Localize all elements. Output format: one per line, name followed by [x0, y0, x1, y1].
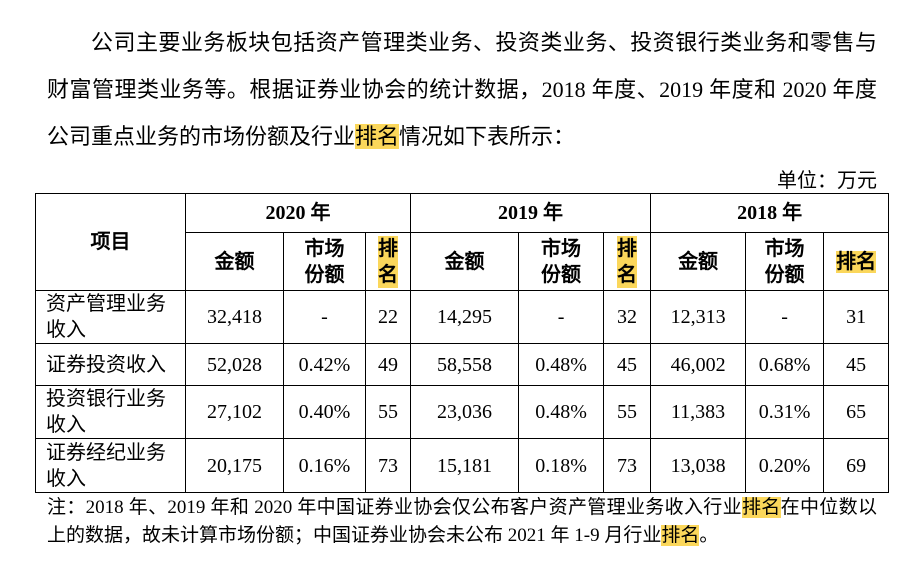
column-header: 市场份额	[745, 232, 825, 291]
unit-label: 单位：万元	[777, 170, 877, 192]
cell: 0.48%	[518, 343, 605, 386]
cell: 73	[364, 438, 412, 493]
text-run: 注：2018 年、2019 年和 2020 年中国证券业协会仅公布客户资产管理业…	[47, 497, 742, 518]
paragraph: 公司主要业务板块包括资产管理类业务、投资类业务、投资银行类业务和零售与财富管理类…	[47, 19, 877, 160]
highlight-text: 排名	[355, 124, 400, 149]
column-header-text: 排名	[378, 235, 399, 288]
row-label: 资产管理业务收入	[35, 290, 186, 344]
data-row: 证券经纪业务收入 20,175 0.16% 73 15,181 0.18% 73 13,038…	[35, 438, 890, 493]
cell: -	[745, 290, 825, 344]
text-run: 公司主要业务板块包括资产管理类业务、投资类业务、投资银行类业务和零售与财富管理类…	[47, 30, 877, 149]
cell: 0.18%	[518, 438, 605, 493]
header-row: 金额 市场份额 排名 金额 市场份额 排名 金额 市场份额 排名	[36, 232, 890, 291]
table-body: 资产管理业务收入 32,418-22 14,295-32 12,313-31 证券投资收…	[35, 290, 890, 493]
cell: 45	[823, 343, 890, 386]
cell: -	[283, 290, 366, 344]
highlight-text: 排名	[741, 497, 781, 518]
table-head: 项目 2020 年 2019 年 2018 年金额 市场份额 排名 金额 市场份额 排名 金额 市场…	[35, 193, 890, 291]
cell: 11,383	[650, 385, 747, 439]
cell: 22	[364, 290, 412, 344]
row-label: 证券经纪业务收入	[35, 438, 186, 493]
text-run: 情况如下表所示：	[399, 124, 576, 149]
cell: 0.16%	[283, 438, 366, 493]
data-row: 证券投资收入 52,028 0.42% 49 58,558 0.48% 45 46,002 0.…	[35, 343, 890, 386]
column-header-text: 市场份额	[541, 237, 582, 286]
item-header: 项目	[35, 193, 186, 291]
cell: 55	[364, 385, 412, 439]
text-run: 在中位数以上的数据，故未计算市场份额；中国证券业协会未公布 2021 年 1-9…	[47, 497, 877, 546]
header-row: 项目 2020 年 2019 年 2018 年	[35, 193, 890, 291]
cell: 45	[603, 343, 652, 386]
business-table: 项目 2020 年 2019 年 2018 年金额 市场份额 排名 金额 市场份额 排名 金额 市场…	[35, 193, 890, 493]
column-header: 金额	[185, 232, 284, 291]
cell: -	[518, 290, 605, 344]
cell: 0.48%	[518, 385, 605, 439]
column-header-text: 金额	[678, 250, 719, 273]
cell: 27,102	[185, 385, 284, 439]
row-label: 证券投资收入	[35, 343, 186, 386]
column-header: 市场份额	[283, 232, 366, 291]
cell: 23,036	[410, 385, 520, 439]
data-row: 资产管理业务收入 32,418-22 14,295-32 12,313-31	[35, 290, 890, 344]
column-header: 金额	[410, 232, 520, 291]
column-header: 排名	[603, 232, 652, 291]
cell: 0.20%	[745, 438, 825, 493]
column-header: 市场份额	[518, 232, 605, 291]
cell: 20,175	[185, 438, 284, 493]
cell: 49	[364, 343, 412, 386]
column-header-text: 金额	[214, 250, 255, 273]
row-label: 投资银行业务收入	[35, 385, 186, 439]
highlight-text: 排名	[661, 525, 700, 546]
cell: 46,002	[650, 343, 747, 386]
cell: 69	[823, 438, 890, 493]
cell: 52,028	[185, 343, 284, 386]
column-header-text: 排名	[836, 250, 877, 273]
cell: 0.42%	[283, 343, 366, 386]
note: 注：2018 年、2019 年和 2020 年中国证券业协会仅公布客户资产管理业…	[47, 494, 877, 550]
text-run: 。	[699, 525, 719, 546]
cell: 32,418	[185, 290, 284, 344]
cell: 14,295	[410, 290, 520, 344]
column-header: 排名	[364, 232, 412, 291]
cell: 0.31%	[745, 385, 825, 439]
cell: 58,558	[410, 343, 520, 386]
cell: 15,181	[410, 438, 520, 493]
column-header: 排名	[823, 232, 890, 291]
cell: 0.68%	[745, 343, 825, 386]
column-header-text: 排名	[617, 235, 638, 288]
year-header: 2019 年	[410, 193, 652, 233]
column-header-text: 市场份额	[304, 237, 345, 286]
year-header: 2018 年	[650, 193, 890, 233]
cell: 13,038	[650, 438, 747, 493]
data-row: 投资银行业务收入 27,102 0.40% 55 23,036 0.48% 55 11,383…	[35, 385, 890, 439]
cell: 73	[603, 438, 652, 493]
column-header-text: 市场份额	[764, 237, 805, 286]
cell: 0.40%	[283, 385, 366, 439]
cell: 31	[823, 290, 890, 344]
cell: 32	[603, 290, 652, 344]
year-header: 2020 年	[184, 193, 412, 233]
column-header: 金额	[650, 232, 747, 291]
cell: 12,313	[650, 290, 747, 344]
cell: 65	[823, 385, 890, 439]
column-header-text: 金额	[444, 250, 485, 273]
cell: 55	[603, 385, 652, 439]
